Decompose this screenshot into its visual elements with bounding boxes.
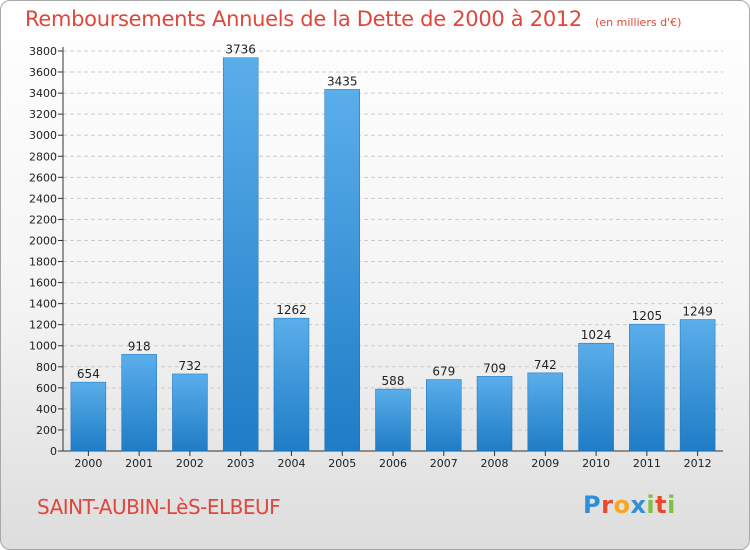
bar: [578, 342, 614, 452]
y-tick-label: 3400: [29, 87, 57, 100]
y-tick-label: 800: [36, 361, 57, 374]
logo-letter: P: [583, 491, 602, 519]
town-name: SAINT-AUBIN-LèS-ELBEUF: [37, 495, 281, 519]
x-tick-label: 2006: [379, 457, 407, 470]
bar: [679, 319, 716, 452]
bar: [527, 372, 564, 452]
y-tick-label: 3200: [29, 108, 57, 121]
bar: [324, 89, 360, 452]
bar-chart: 0 200 400 600 800 1000 1200 1400 1600 1800 2000 220…: [29, 43, 723, 470]
chart-subtitle: (en milliers d'€): [595, 16, 682, 29]
logo-letter: r: [601, 491, 614, 519]
x-tick-label: 2005: [328, 457, 356, 470]
x-tick-label: 2008: [481, 457, 509, 470]
data-label: 918: [128, 339, 151, 353]
data-label: 1262: [276, 303, 307, 317]
y-tick-label: 1800: [29, 256, 57, 269]
proxiti-logo: Proxiti: [583, 491, 676, 519]
y-tick-label: 200: [36, 424, 57, 437]
data-label: 679: [432, 365, 455, 379]
bar: [222, 57, 259, 452]
data-label: 588: [382, 374, 405, 388]
bar: [273, 317, 310, 452]
data-label: 732: [178, 359, 201, 373]
data-label: 742: [534, 358, 557, 372]
logo-letter: o: [613, 491, 631, 519]
x-tick-label: 2001: [125, 457, 153, 470]
y-tick-label: 3600: [29, 66, 57, 79]
x-tick-label: 2002: [176, 457, 204, 470]
y-tick-label: 400: [36, 403, 57, 416]
data-label: 1205: [632, 309, 663, 323]
chart-title: Remboursements Annuels de la Dette de 20…: [25, 7, 582, 31]
bar: [172, 373, 208, 452]
x-tick-label: 2009: [531, 457, 559, 470]
bar: [426, 379, 462, 452]
data-label: 709: [483, 361, 506, 375]
y-tick-label: 2200: [29, 213, 57, 226]
data-label: 1024: [581, 328, 612, 342]
data-label: 3435: [327, 74, 358, 88]
y-tick-label: 1000: [29, 340, 57, 353]
y-tick-label: 2400: [29, 192, 57, 205]
y-tick-label: 1400: [29, 298, 57, 311]
data-label: 1249: [682, 305, 713, 319]
x-tick-label: 2012: [684, 457, 712, 470]
data-label: 3736: [225, 43, 256, 57]
bar: [629, 323, 665, 452]
bar: [375, 388, 411, 452]
x-tick-label: 2003: [227, 457, 255, 470]
logo-letter: x: [630, 491, 647, 519]
y-tick-label: 3000: [29, 129, 57, 142]
x-tick-label: 2004: [277, 457, 305, 470]
logo-letter: i: [667, 491, 676, 519]
data-label: 654: [77, 367, 100, 381]
y-tick-label: 2600: [29, 171, 57, 184]
y-tick-label: 1200: [29, 319, 57, 332]
y-tick-label: 2000: [29, 234, 57, 247]
y-tick-label: 0: [50, 445, 57, 458]
x-tick-label: 2010: [582, 457, 610, 470]
y-tick-label: 3800: [29, 45, 57, 58]
x-tick-label: 2011: [633, 457, 661, 470]
title-row: Remboursements Annuels de la Dette de 20…: [25, 7, 681, 31]
y-tick-label: 1600: [29, 277, 57, 290]
x-tick-label: 2000: [74, 457, 102, 470]
logo-letter: i: [646, 491, 656, 519]
y-tick-label: 600: [36, 382, 57, 395]
logo-letter: t: [655, 491, 668, 519]
x-tick-label: 2007: [430, 457, 458, 470]
y-tick-label: 2800: [29, 150, 57, 163]
bar: [121, 354, 157, 452]
bar: [70, 381, 107, 452]
bar: [476, 376, 513, 452]
